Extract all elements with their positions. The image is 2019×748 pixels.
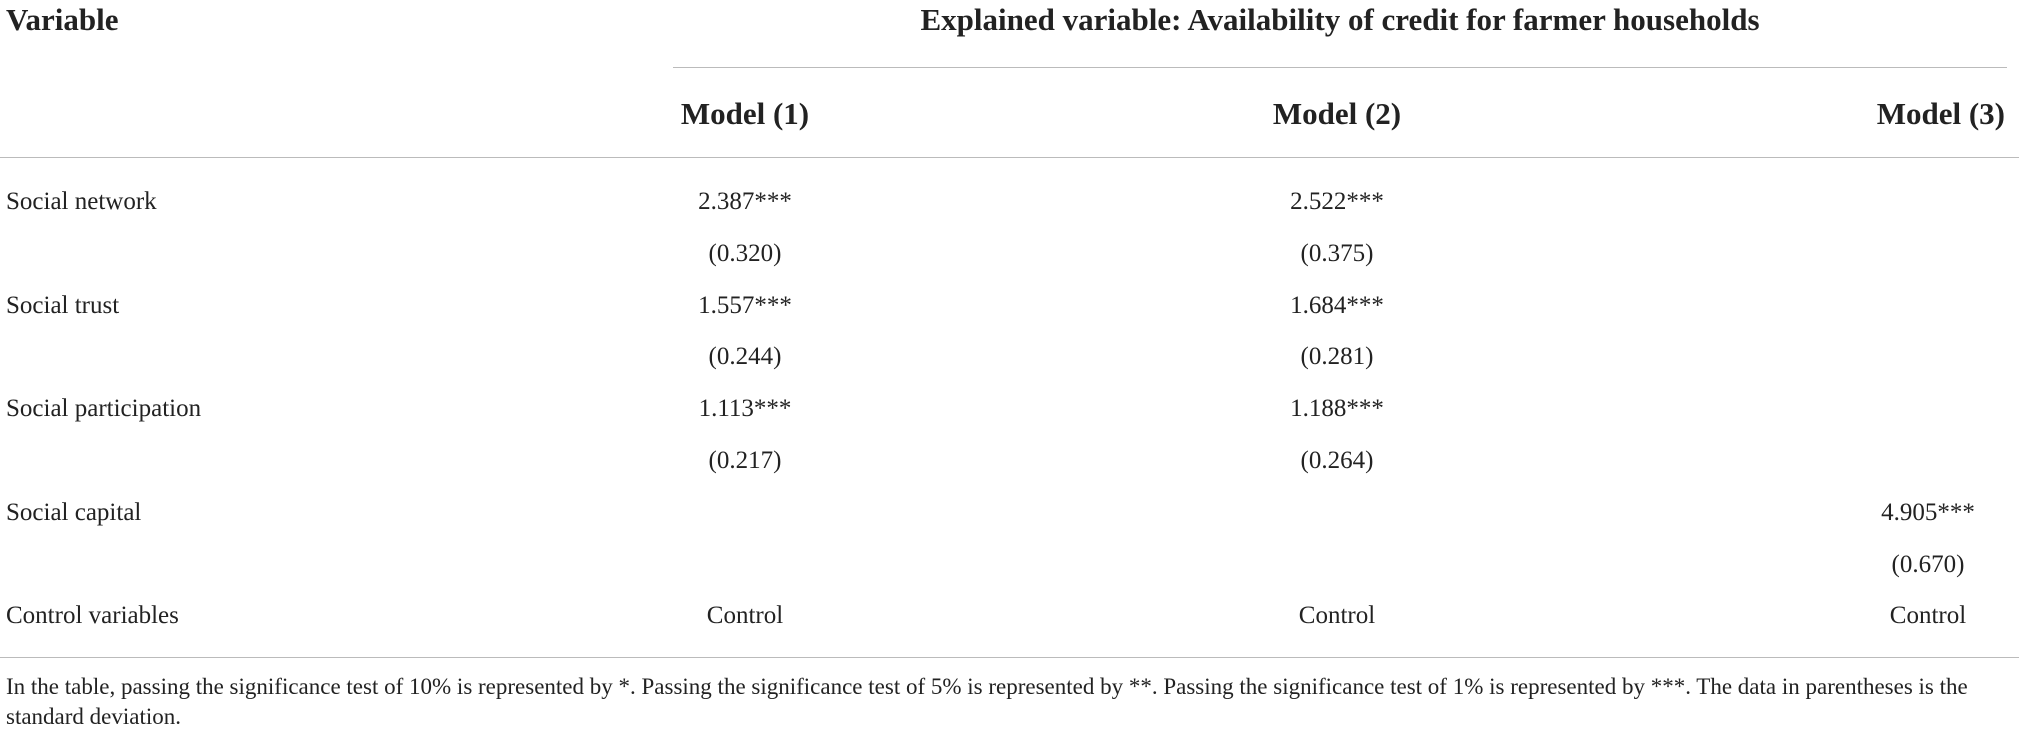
- cell: (0.281): [1300, 343, 1374, 371]
- cell: 1.557***: [698, 291, 792, 319]
- rule: [0, 657, 2019, 658]
- cell: Control: [1889, 602, 1967, 630]
- row-label: Social trust: [6, 291, 120, 319]
- column-header: Model (2): [1272, 96, 1402, 131]
- cell: 1.188***: [1290, 395, 1384, 423]
- column-header: Model (3): [1876, 96, 2005, 131]
- cell: 2.387***: [698, 188, 792, 215]
- cell: 1.684***: [1290, 291, 1384, 319]
- cell: 1.113***: [698, 395, 792, 423]
- cell: (0.670): [1891, 550, 1965, 578]
- cell: 2.522***: [1290, 188, 1384, 215]
- row-label: Social network: [6, 188, 157, 215]
- cell: (0.217): [708, 447, 782, 474]
- rule: [673, 67, 2007, 68]
- row-label: Control variables: [6, 602, 179, 630]
- rule: [0, 157, 2019, 158]
- cell: 4.905***: [1881, 498, 1975, 526]
- column-header: Model (1): [680, 96, 810, 131]
- footnote: In the table, passing the significance t…: [6, 674, 1968, 729]
- cell: (0.375): [1300, 239, 1374, 267]
- cell: Control: [706, 602, 784, 630]
- cell: (0.264): [1300, 447, 1374, 474]
- stub-header: Variable: [6, 2, 119, 37]
- row-label: Social participation: [6, 395, 202, 423]
- cell: (0.244): [708, 343, 782, 371]
- cell: Control: [1298, 602, 1376, 630]
- row-label: Social capital: [6, 498, 142, 526]
- spanner-header: Explained variable: Availability of cred…: [920, 2, 1760, 37]
- cell: (0.320): [708, 239, 782, 267]
